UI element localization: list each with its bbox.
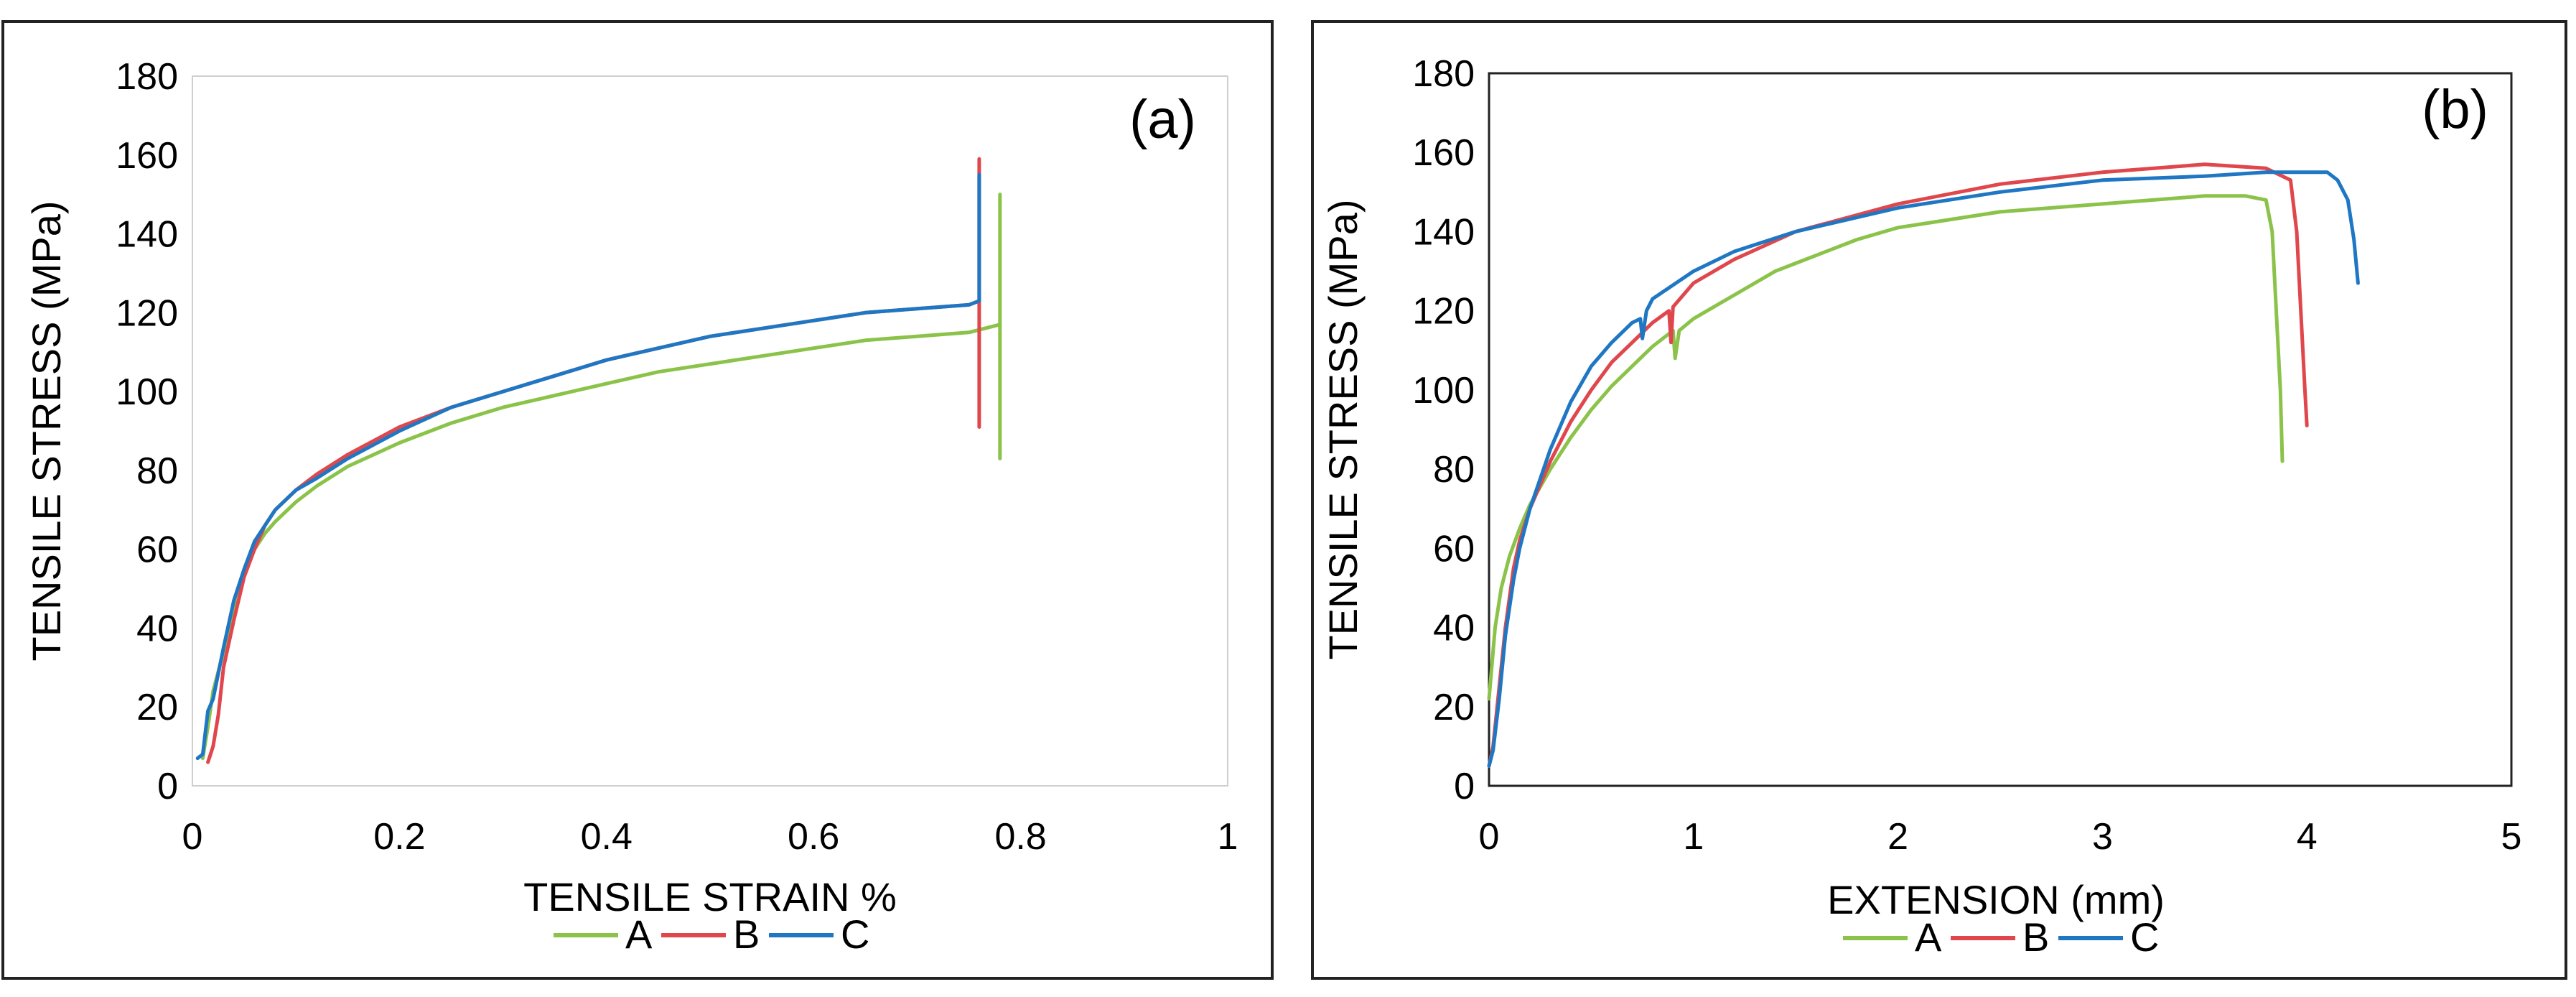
y-tick-label-b: 180 [1412, 53, 1475, 95]
panel-b: 0 20 40 60 80 100 120 140 160 180 0 1 2 3 4 5 EXTENSION … [1311, 20, 2567, 980]
y-tick-label-a: 20 [136, 687, 178, 728]
x-axis-title-b: EXTENSION (mm) [1827, 877, 2165, 922]
y-tick-label-a: 160 [116, 135, 178, 177]
y-tick-label-b: 140 [1412, 211, 1475, 253]
series-line-b-b [1487, 162, 2309, 768]
y-tick-label-a: 100 [116, 371, 178, 413]
y-tick-label-b: 0 [1454, 766, 1475, 807]
series-line-a-a [200, 193, 1002, 761]
legend-label-a-c: C [841, 912, 869, 957]
legend-label-a-b: B [733, 912, 760, 957]
x-tick-label-b: 1 [1683, 816, 1704, 858]
y-tick-label-b: 80 [1433, 449, 1475, 491]
y-tick-label-a: 40 [136, 608, 178, 649]
panel-a: 0 20 40 60 80 100 120 140 160 180 0 0.2 0.4 0.6 0.8 1 TE… [1, 20, 1274, 980]
series-line-b-c [1487, 170, 2360, 768]
x-tick-label-b: 4 [2297, 816, 2318, 858]
y-tick-label-b: 160 [1412, 132, 1475, 174]
y-tick-label-b: 40 [1433, 608, 1475, 649]
y-tick-label-a: 80 [136, 450, 178, 492]
series-line-a-c [195, 172, 981, 761]
chart-b-svg: 0 20 40 60 80 100 120 140 160 180 0 1 2 3 4 5 EXTENSION … [1320, 53, 2522, 960]
y-axis-title-a: TENSILE STRESS (MPa) [24, 200, 69, 661]
y-tick-label-b: 120 [1412, 291, 1475, 333]
x-tick-label-a: 0.2 [373, 816, 425, 858]
plot-area-a [192, 75, 1228, 787]
legend-label-a-a: A [625, 912, 653, 957]
x-tick-label-a: 1 [1218, 816, 1238, 858]
x-tick-label-a: 0.6 [788, 816, 839, 858]
series-line-a-b [206, 157, 981, 764]
plot-area-b [1488, 72, 2513, 787]
x-tick-label-b: 3 [2092, 816, 2113, 858]
legend-label-b-c: C [2130, 914, 2159, 960]
y-tick-label-a: 180 [116, 56, 178, 98]
x-tick-label-b: 5 [2501, 816, 2522, 858]
panel-label-b: (b) [2422, 79, 2488, 140]
x-tick-label-b: 0 [1479, 816, 1500, 858]
legend-label-b-a: A [1915, 914, 1942, 960]
x-tick-label-a: 0.8 [994, 816, 1046, 858]
series-line-b-a [1487, 194, 2285, 701]
legend-label-b-b: B [2022, 914, 2049, 960]
x-axis-title-a: TENSILE STRAIN % [523, 874, 897, 919]
y-tick-label-a: 0 [157, 766, 178, 807]
y-tick-label-a: 60 [136, 529, 178, 571]
y-axis-title-b: TENSILE STRESS (MPa) [1320, 199, 1366, 659]
x-tick-label-a: 0.4 [581, 816, 633, 858]
panel-label-a: (a) [1129, 89, 1196, 150]
x-tick-label-a: 0 [182, 816, 203, 858]
y-tick-label-b: 60 [1433, 528, 1475, 570]
y-tick-label-b: 100 [1412, 370, 1475, 412]
y-tick-label-a: 120 [116, 292, 178, 334]
y-tick-label-b: 20 [1433, 687, 1475, 728]
y-tick-label-a: 140 [116, 214, 178, 256]
chart-a-svg: 0 20 40 60 80 100 120 140 160 180 0 0.2 0.4 0.6 0.8 1 TE… [24, 56, 1238, 957]
x-tick-label-b: 2 [1887, 816, 1908, 858]
